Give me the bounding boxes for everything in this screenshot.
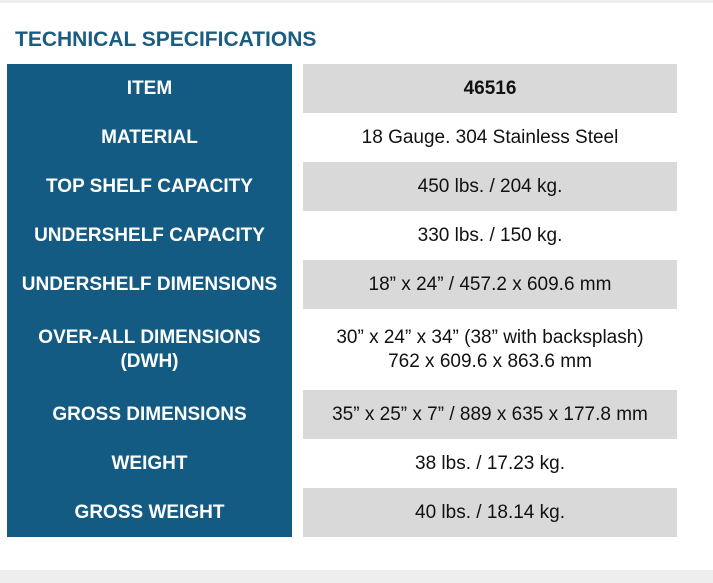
value-line: 18 Gauge. 304 Stainless Steel <box>361 126 619 148</box>
row-value: 46516 <box>303 64 677 113</box>
value-line: 450 lbs. / 204 kg. <box>417 175 563 197</box>
label-line: WEIGHT <box>111 452 188 474</box>
label-line: OVER-ALL DIMENSIONS <box>38 326 261 348</box>
row-value: 330 lbs. / 150 kg. <box>303 211 677 260</box>
bottom-strip <box>0 570 713 583</box>
label-line: ITEM <box>126 77 173 99</box>
row-value: 18” x 24” / 457.2 x 609.6 mm <box>303 260 677 309</box>
value-line: 18” x 24” / 457.2 x 609.6 mm <box>368 273 612 295</box>
value-line: 46516 <box>463 77 517 99</box>
top-strip <box>0 0 713 3</box>
row-label: ITEM <box>7 64 292 113</box>
row-label: OVER-ALL DIMENSIONS (DWH) <box>7 309 292 390</box>
row-label: GROSS WEIGHT <box>7 488 292 537</box>
label-line: UNDERSHELF CAPACITY <box>34 224 265 246</box>
value-line: 762 x 609.6 x 863.6 mm <box>388 350 592 372</box>
row-label: GROSS DIMENSIONS <box>7 390 292 439</box>
row-label: MATERIAL <box>7 113 292 162</box>
label-line: (DWH) <box>120 350 179 372</box>
row-value: 35” x 25” x 7” / 889 x 635 x 177.8 mm <box>303 390 677 439</box>
label-line: UNDERSHELF DIMENSIONS <box>21 273 278 295</box>
section-title: TECHNICAL SPECIFICATIONS <box>15 28 317 51</box>
row-value: 38 lbs. / 17.23 kg. <box>303 439 677 488</box>
value-line: 38 lbs. / 17.23 kg. <box>415 452 565 474</box>
label-line: GROSS DIMENSIONS <box>52 403 247 425</box>
row-value: 450 lbs. / 204 kg. <box>303 162 677 211</box>
value-line: 35” x 25” x 7” / 889 x 635 x 177.8 mm <box>332 403 648 425</box>
row-value: 30” x 24” x 34” (38” with backsplash) 762… <box>303 309 677 390</box>
value-line: 30” x 24” x 34” (38” with backsplash) <box>336 326 644 348</box>
row-label: UNDERSHELF DIMENSIONS <box>7 260 292 309</box>
row-label: TOP SHELF CAPACITY <box>7 162 292 211</box>
value-line: 40 lbs. / 18.14 kg. <box>415 501 565 523</box>
row-label: UNDERSHELF CAPACITY <box>7 211 292 260</box>
value-line: 330 lbs. / 150 kg. <box>417 224 563 246</box>
label-line: MATERIAL <box>101 126 198 148</box>
label-line: TOP SHELF CAPACITY <box>46 175 253 197</box>
row-value: 18 Gauge. 304 Stainless Steel <box>303 113 677 162</box>
row-value: 40 lbs. / 18.14 kg. <box>303 488 677 537</box>
label-line: GROSS WEIGHT <box>74 501 225 523</box>
row-label: WEIGHT <box>7 439 292 488</box>
